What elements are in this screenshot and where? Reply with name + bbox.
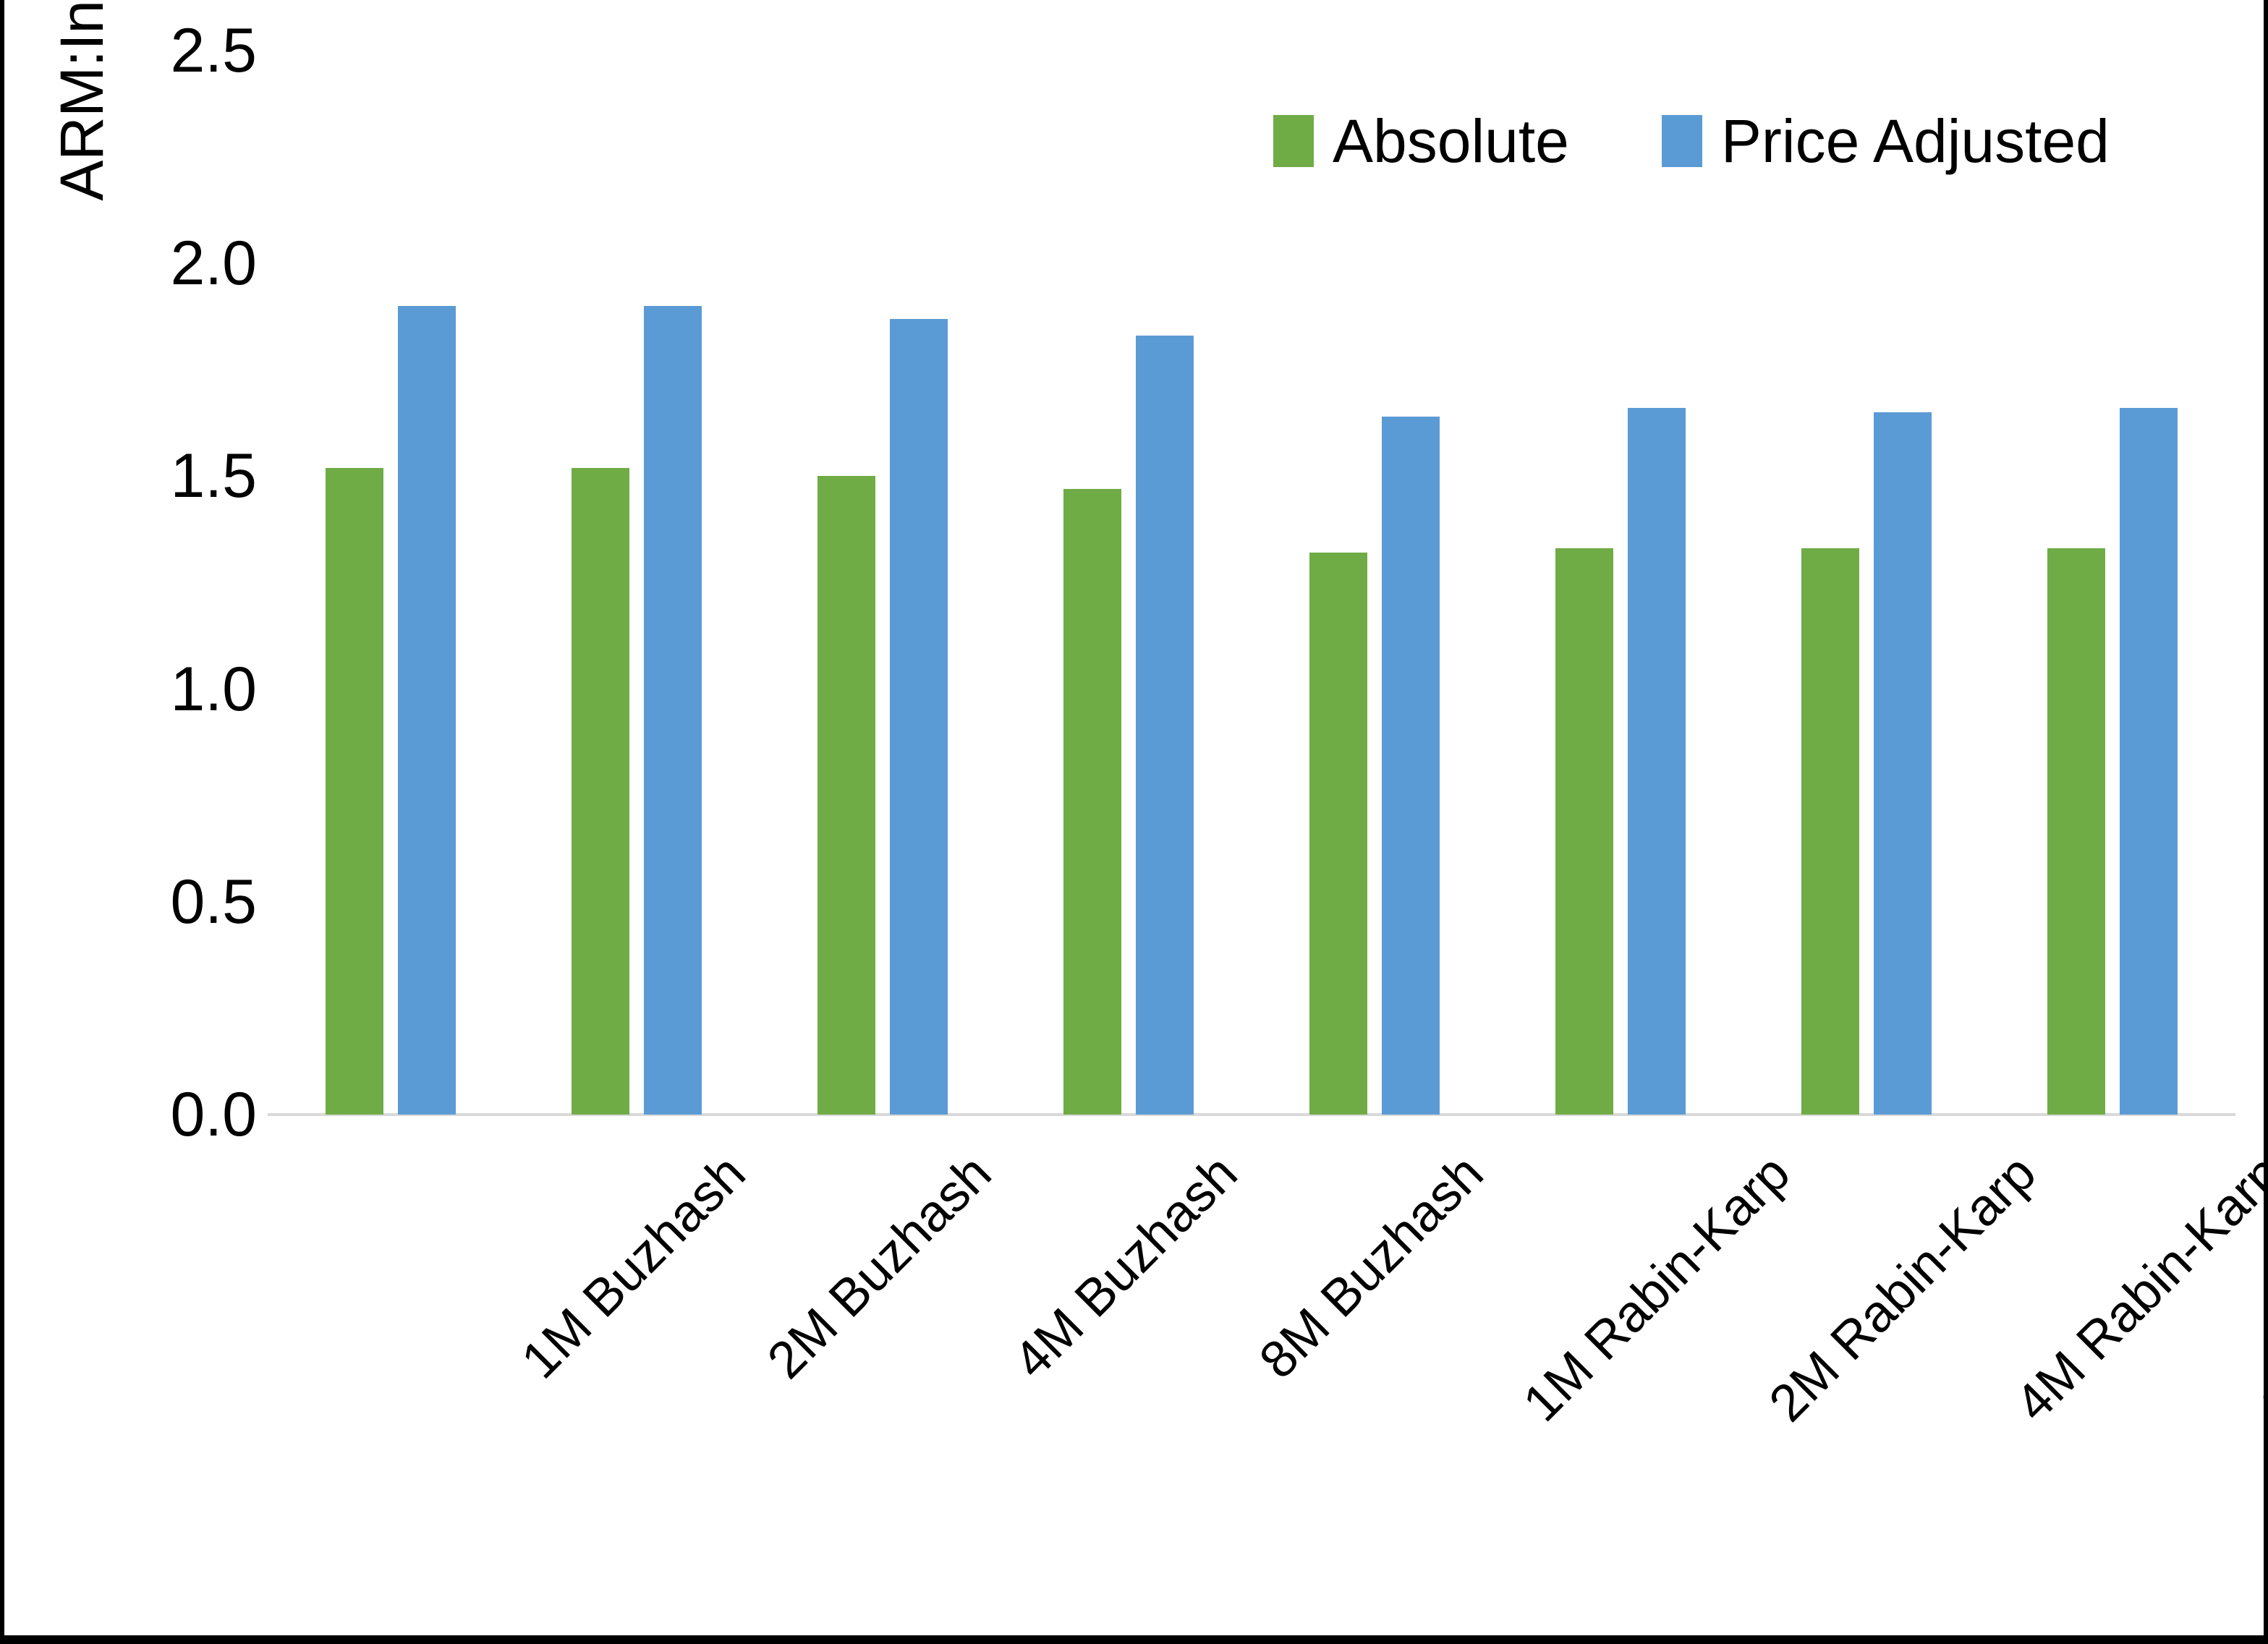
bar-absolute[interactable]: [326, 467, 383, 1115]
bar-adjusted[interactable]: [644, 306, 702, 1115]
bar-adjusted[interactable]: [890, 318, 948, 1115]
y-tick-label: 2.0: [170, 229, 257, 299]
frame-right-border: [2264, 0, 2268, 1644]
bar-absolute[interactable]: [572, 467, 629, 1115]
y-tick-label: 2.5: [170, 16, 257, 85]
x-tick-label: 8M Buzhash: [1248, 1143, 1495, 1390]
bar-absolute[interactable]: [1801, 548, 1859, 1115]
bar-adjusted[interactable]: [1136, 336, 1194, 1115]
legend-entry-absolute[interactable]: Absolute: [1273, 111, 1569, 171]
frame-left-border: [0, 0, 4, 1644]
legend-entry-price-adjusted[interactable]: Price Adjusted: [1661, 107, 2110, 175]
legend-swatch-absolute-icon: [1273, 115, 1314, 167]
y-tick-label: 1.0: [170, 654, 257, 724]
bar-absolute[interactable]: [1555, 548, 1613, 1115]
y-tick-label: 0.5: [170, 866, 257, 937]
bar-absolute[interactable]: [2047, 548, 2105, 1115]
legend-label-price-adjusted: Price Adjusted: [1720, 107, 2110, 175]
y-tick-label: 0.0: [170, 1080, 257, 1149]
x-tick-label: 2M Buzhash: [756, 1143, 1003, 1390]
x-tick-label: 1M Buzhash: [510, 1143, 757, 1390]
y-tick-label: 1.5: [170, 441, 257, 511]
bar-absolute[interactable]: [1063, 489, 1121, 1115]
legend-swatch-price-adjusted-icon: [1661, 115, 1702, 167]
x-tick-label: 4M Buzhash: [1002, 1143, 1249, 1390]
bar-adjusted[interactable]: [1874, 412, 1932, 1115]
plot-area: [268, 51, 2235, 1115]
chart-legend: Absolute Price Adjusted: [1273, 101, 2110, 181]
legend-label-absolute: Absolute: [1333, 107, 1569, 175]
bar-adjusted[interactable]: [398, 306, 456, 1115]
bar-adjusted[interactable]: [1628, 408, 1686, 1115]
bar-absolute[interactable]: [817, 476, 875, 1115]
bar-adjusted[interactable]: [1382, 417, 1440, 1115]
bar-absolute[interactable]: [1309, 553, 1367, 1115]
bar-adjusted[interactable]: [2120, 408, 2178, 1115]
axis-baseline-line: [268, 1113, 2235, 1116]
frame-bottom-border: [0, 1635, 2268, 1644]
